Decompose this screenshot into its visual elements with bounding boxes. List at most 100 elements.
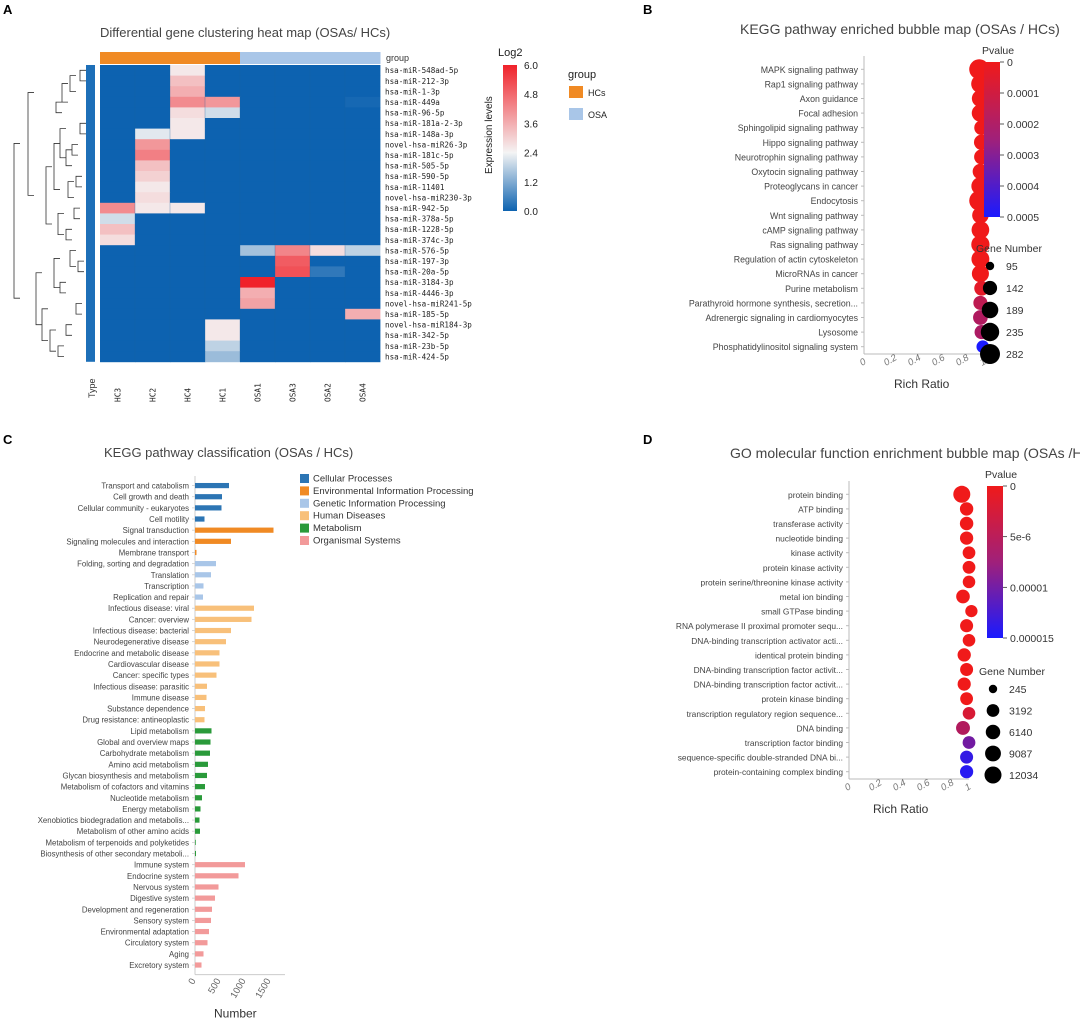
bar (195, 672, 217, 678)
bar (195, 739, 211, 745)
row-label: hsa-miR-576-5p (385, 246, 449, 255)
heatmap-cell (310, 266, 346, 278)
kegg-class-title: KEGG pathway classification (OSAs / HCs) (104, 445, 354, 460)
bubble (962, 546, 976, 560)
heatmap-cell (205, 202, 241, 214)
category-label: sequence-specific double-stranded DNA bi… (678, 753, 843, 763)
column-label: HC3 (114, 388, 123, 402)
heatmap-cell (100, 213, 136, 225)
legend-label: Organismal Systems (313, 536, 401, 547)
category-label: Endocytosis (811, 196, 859, 206)
go-bubble-title: GO molecular function enrichment bubble … (730, 445, 1080, 461)
heatmap-cell (310, 308, 346, 320)
bar (195, 828, 200, 834)
heatmap-cell (240, 330, 276, 341)
size-legend-label: 6140 (1009, 727, 1033, 739)
heatmap-cell (170, 266, 206, 278)
panel-a-letter: A (3, 2, 13, 17)
bubble (956, 589, 970, 604)
heatmap-cell (345, 319, 381, 331)
row-label: hsa-miR-342-5p (385, 331, 449, 340)
kegg-class-panel: Transport and catabolism Cell growth and … (0, 430, 540, 1021)
heatmap-cell (205, 160, 241, 172)
heatmap-cell (205, 266, 241, 278)
bar (195, 494, 222, 500)
heatmap-cell (310, 287, 346, 299)
category-label: Infectious disease: parasitic (93, 682, 189, 691)
heatmap-cell (240, 171, 276, 182)
heatmap-cell (170, 224, 206, 235)
bar (195, 605, 254, 611)
size-legend-bubble (980, 344, 1000, 364)
category-label: Cellular community - eukaryotes (78, 504, 189, 513)
group-bar-cell (345, 52, 381, 64)
heatmap-cell (240, 234, 276, 246)
heatmap-cell (205, 298, 241, 310)
bar (195, 895, 215, 901)
colorbar-tick: 1.2 (524, 178, 538, 189)
type-label: Type (87, 378, 97, 398)
heatmap-cell (205, 330, 241, 341)
category-label: Cancer: overview (129, 615, 190, 624)
bubble (960, 663, 974, 676)
dendrogram-branch (57, 345, 64, 357)
bubble (956, 720, 970, 735)
go-bubble-panel: protein binding ATP binding transferase ac… (640, 430, 1080, 830)
dendrogram-branch (65, 149, 72, 167)
category-label: protein binding (788, 490, 843, 500)
bar (195, 862, 245, 868)
heatmap-cell (345, 202, 381, 214)
pvalue-tick-label: 5e-6 (1010, 532, 1031, 544)
kegg-bubble-chart: MAPK signaling pathway Rap1 signaling pat… (689, 45, 1043, 391)
heatmap-cell (170, 330, 206, 341)
bubble (971, 265, 989, 283)
heatmap-cell (205, 171, 241, 182)
heatmap-cell (240, 107, 276, 119)
category-label: Translation (151, 571, 189, 580)
heatmap-cell (275, 149, 311, 161)
category-label: Amino acid metabolism (108, 760, 189, 769)
heatmap-cell (135, 351, 171, 363)
category-label: Transport and catabolism (101, 482, 189, 491)
row-label: hsa-miR-96-5p (385, 109, 445, 118)
dendrogram-branch (75, 175, 82, 188)
heatmap-cell (310, 192, 346, 204)
bubble (962, 706, 976, 720)
heatmap-cell (310, 86, 346, 98)
heatmap-cell (275, 319, 311, 331)
bar (195, 583, 204, 589)
bar (195, 505, 222, 511)
legend-swatch (300, 498, 309, 508)
size-legend-bubble (988, 684, 998, 694)
category-label: Axon guidance (800, 94, 858, 104)
category-label: Drug resistance: antineoplastic (82, 716, 189, 725)
heatmap-cell (345, 65, 381, 76)
x-tick-label: 0 (843, 781, 854, 794)
category-label: Digestive system (130, 894, 189, 903)
heatmap-cell (135, 139, 171, 151)
heatmap-cell (275, 202, 311, 214)
heatmap-cell (170, 351, 206, 363)
bubble (957, 677, 971, 691)
category-label: DNA-binding transcription activator acti… (691, 636, 843, 646)
heatmap-cell (170, 149, 206, 161)
heatmap-cell (275, 224, 311, 235)
size-legend-label: 142 (1006, 283, 1024, 295)
heatmap-cell (205, 118, 241, 129)
heatmap-cell (100, 202, 136, 214)
heatmap-cell (240, 75, 276, 87)
heatmap-cell (240, 266, 276, 278)
bubble (965, 604, 978, 618)
size-legend-label: 245 (1009, 684, 1027, 696)
category-label: Xenobiotics biodegradation and metabolis… (38, 816, 189, 825)
category-label: DNA binding (796, 723, 843, 733)
heatmap-cell (170, 202, 206, 214)
bar (195, 627, 231, 634)
column-label: HC1 (219, 388, 228, 402)
category-label: Energy metabolism (122, 805, 189, 814)
x-tick-label: 0.2 (882, 352, 900, 368)
heatmap-cell (100, 65, 136, 76)
heatmap-cell (275, 160, 311, 172)
dendrogram-branch (35, 272, 42, 326)
heatmap-cell (100, 192, 136, 204)
